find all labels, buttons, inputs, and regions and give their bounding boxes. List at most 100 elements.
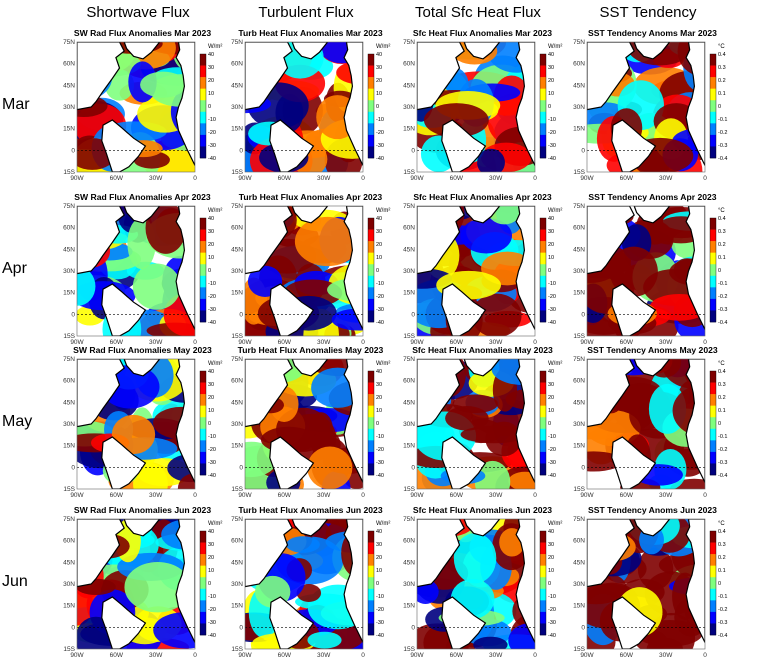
colorbar-unit: W/m² [376,521,390,527]
anomaly-field [77,519,195,649]
colorbar-tick-label: -40 [548,633,556,639]
colorbar-segment [710,54,716,66]
land-mass [685,206,705,330]
colorbar-segment [368,146,374,159]
colorbar-tick-label: -0.1 [718,281,727,287]
colorbar-segment [710,451,716,464]
colorbar-tick-label: -0.1 [718,434,727,440]
lon-tick-label: 60W [278,339,292,346]
lon-tick-label: 0 [193,175,197,182]
colorbar-tick-label: -10 [208,117,216,123]
lat-tick-label: 75N [63,516,75,523]
colorbar-tick-label: 30 [376,542,382,548]
colorbar-segment [368,382,374,395]
lat-tick-label: 75N [231,39,243,46]
colorbar-tick-label: 0.2 [718,78,726,84]
anomaly-blob [77,266,96,306]
lon-tick-label: 0 [703,175,707,182]
colorbar-tick-label: -10 [208,281,216,287]
colorbar-tick-label: -0.4 [718,320,727,326]
lat-tick-label: 30N [573,581,585,588]
colorbar-tick-label: 20 [376,78,382,84]
lat-tick-label: 15S [573,333,585,340]
colorbar-tick-label: 0 [208,421,211,427]
lon-tick-label: 30W [149,492,163,499]
lat-tick-label: 0 [581,624,585,631]
anomaly-field [587,206,705,336]
land-mass [633,206,671,224]
colorbar-segment [368,264,374,277]
colorbar-tick-label: 20 [376,555,382,561]
colorbar-unit: °C [718,208,725,214]
colorbar-segment [368,252,374,265]
lat-tick-label: 60N [403,378,415,385]
colorbar-segment [200,611,206,624]
lon-tick-label: 0 [361,339,365,346]
lat-tick-label: 30N [63,104,75,111]
map-frame [586,205,706,337]
lat-tick-label: 60N [573,538,585,545]
colorbar-tick-label: -10 [548,281,556,287]
map-panel: SST Tendency Anoms Apr 2023 75N 60N 45N 30N 1… [570,192,735,347]
colorbar-frame [709,530,717,636]
land-mass [101,283,147,336]
colorbar-segment [710,298,716,311]
lat-tick-label: 75N [573,203,585,210]
lat-tick-label: 15S [231,169,243,176]
lat-tick-label: 30N [231,421,243,428]
colorbar-tick-label: 0 [376,421,379,427]
colorbar-tick-label: -0.4 [718,156,727,162]
lon-tick-label: 60W [278,492,292,499]
map-panel: SW Rad Flux Anomalies Jun 2023 75N 60N 45N 3… [60,505,225,660]
colorbar-tick-label: 30 [548,382,554,388]
anomaly-blob [111,414,156,455]
colorbar-tick-label: -0.3 [718,307,727,313]
colorbar-tick-label: 30 [208,382,214,388]
colorbar-tick-label: 0 [548,268,551,274]
land-mass [633,359,671,377]
colorbar-segment [540,554,546,566]
lon-tick-label: 30W [149,339,163,346]
colorbar-tick-label: 0 [208,268,211,274]
colorbar-segment [368,275,374,288]
lon-tick-label: 0 [533,652,537,659]
lon-tick-label: 0 [361,652,365,659]
lon-tick-label: 90W [70,492,84,499]
colorbar-tick-label: -30 [208,460,216,466]
colorbar-tick-label: 0 [548,104,551,110]
colorbar-segment [540,565,546,578]
colorbar-tick-label: 10 [376,408,382,414]
colorbar-tick-label: 10 [548,91,554,97]
lat-tick-label: 45N [403,246,415,253]
colorbar-unit: W/m² [208,521,222,527]
colorbar-segment [368,310,374,323]
row-label: Jun [2,573,28,590]
colorbar-segment [200,54,206,66]
anomaly-blob [307,631,342,649]
land-mass [77,359,125,428]
land-mass [611,119,657,172]
colorbar-tick-label: 10 [376,568,382,574]
anomaly-blob [460,217,513,254]
colorbar-frame [539,530,547,636]
colorbar-segment [540,531,546,543]
lat-tick-label: 30N [231,104,243,111]
lon-tick-label: 60W [110,175,124,182]
colorbar-tick-label: -20 [376,130,384,136]
colorbar-tick-label: -40 [208,320,216,326]
colorbar-segment [540,623,546,636]
lat-tick-label: 0 [411,464,415,471]
lat-tick-label: 75N [231,203,243,210]
lon-tick-label: 30W [489,652,503,659]
colorbar-segment [540,405,546,418]
colorbar-segment [368,241,374,253]
lon-tick-label: 90W [580,492,594,499]
anomaly-blob [460,425,528,444]
colorbar-unit: W/m² [208,208,222,214]
colorbar-tick-label: 40 [208,52,214,58]
colorbar-tick-label: 10 [548,255,554,261]
colorbar-segment [200,111,206,124]
colorbar-tick-label: 0.3 [718,542,726,548]
